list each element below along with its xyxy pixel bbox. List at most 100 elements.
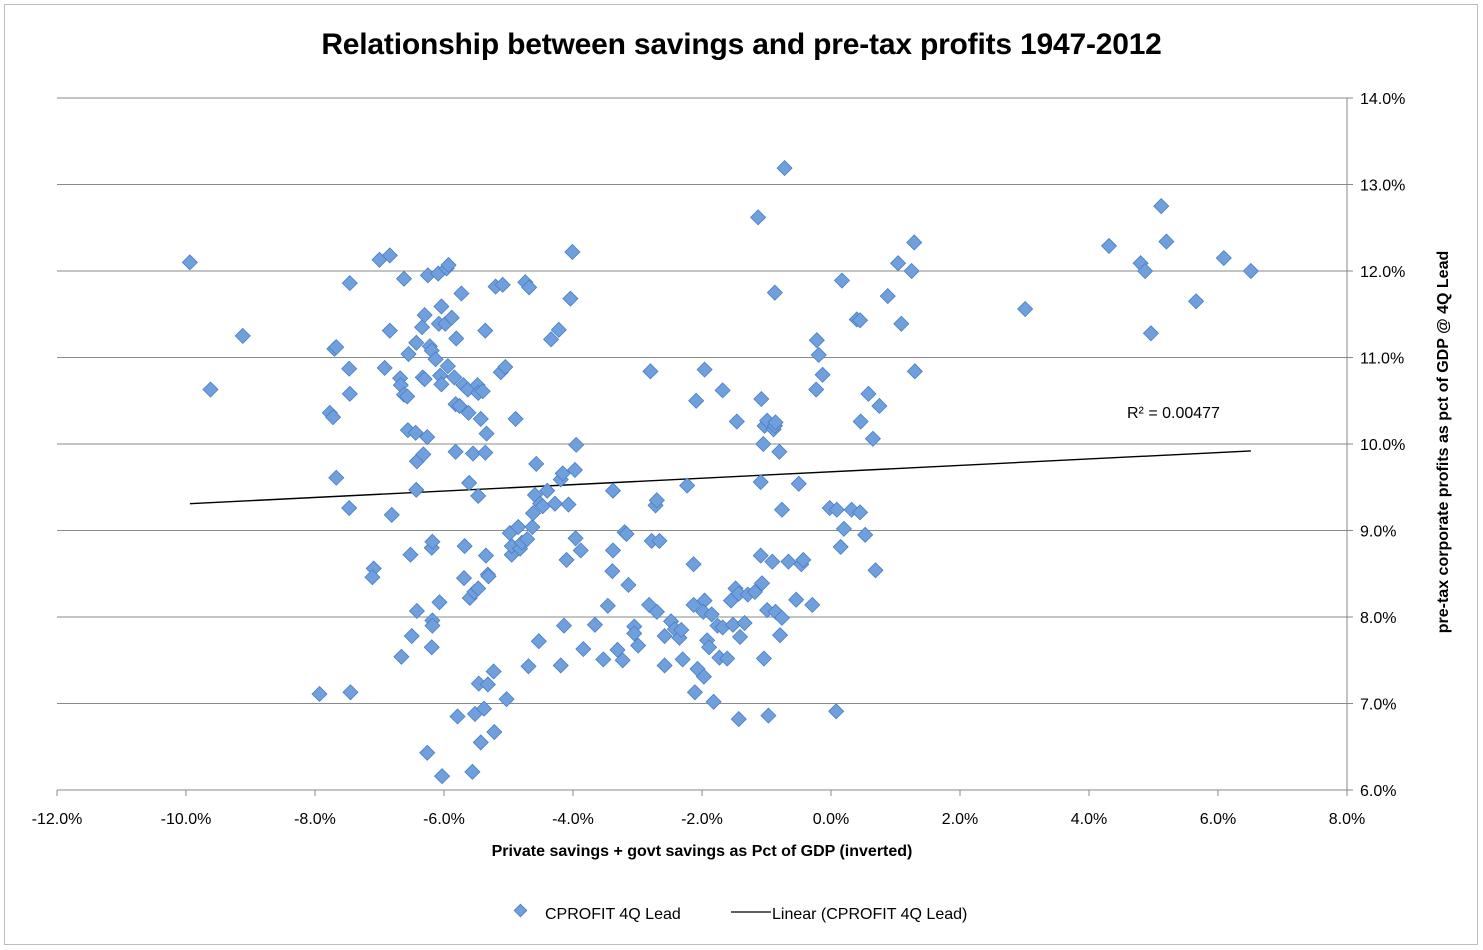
data-point [443, 309, 460, 326]
data-point [524, 505, 542, 522]
x-tick-label: 6.0% [1200, 811, 1236, 828]
data-point [760, 707, 777, 724]
data-point [696, 361, 713, 378]
data-point [614, 652, 631, 669]
data-point [464, 763, 481, 780]
data-point [906, 234, 923, 251]
legend: CPROFIT 4Q Lead Linear (CPROFIT 4Q Lead) [513, 903, 967, 923]
data-point [507, 410, 524, 427]
data-point [479, 676, 496, 693]
data-point [564, 243, 581, 261]
data-point [771, 627, 789, 644]
data-point [414, 319, 431, 336]
data-points [181, 159, 1259, 785]
data-point [776, 159, 793, 177]
data-point [341, 275, 358, 292]
data-point [755, 650, 772, 667]
y-tick-label: 8.0% [1360, 610, 1396, 627]
data-point [399, 388, 416, 405]
data-point [764, 553, 781, 570]
data-point [202, 381, 219, 398]
y-tick-label: 13.0% [1360, 178, 1405, 195]
data-point [630, 637, 647, 654]
data-point [648, 492, 665, 509]
data-point [521, 279, 538, 296]
data-point [604, 482, 622, 499]
legend-marker-scatter [513, 903, 528, 918]
data-point [395, 270, 413, 287]
data-point [656, 657, 673, 674]
data-point [510, 518, 527, 536]
x-tick-label: 0.0% [813, 811, 849, 828]
y-tick-label: 12.0% [1360, 264, 1405, 281]
data-point [595, 651, 612, 668]
data-point [642, 363, 659, 380]
data-point [455, 570, 473, 587]
data-point [560, 496, 577, 513]
data-point [835, 520, 852, 537]
data-point [519, 531, 536, 548]
data-point [795, 551, 812, 568]
trendline-group [189, 450, 1251, 505]
data-point [1153, 198, 1170, 215]
data-point [328, 469, 345, 486]
data-point [383, 506, 400, 523]
data-point [871, 397, 888, 415]
data-point [1100, 237, 1118, 254]
data-point [730, 711, 747, 728]
data-point [408, 481, 425, 498]
data-point [808, 381, 825, 398]
data-point [419, 744, 436, 761]
data-point [423, 639, 440, 656]
data-point [679, 477, 696, 494]
data-point [464, 445, 482, 462]
data-point [451, 397, 468, 415]
data-point [494, 276, 511, 293]
data-point [415, 446, 432, 463]
data-point [828, 703, 845, 720]
data-point [311, 685, 328, 703]
data-point [828, 501, 845, 518]
data-point [890, 255, 907, 272]
x-tick-label: -4.0% [552, 811, 594, 828]
data-point [424, 533, 441, 550]
data-point [788, 591, 805, 608]
data-point [456, 538, 473, 555]
data-point [755, 435, 772, 453]
data-point [480, 568, 497, 585]
data-point [470, 580, 487, 597]
data-point [555, 617, 573, 634]
data-point [599, 597, 616, 614]
chart-frame [4, 4, 1478, 945]
data-point [851, 504, 869, 521]
data-point [431, 594, 448, 611]
data-point [750, 209, 767, 226]
data-point [879, 288, 896, 305]
data-point [470, 487, 487, 504]
data-point [530, 633, 547, 650]
y-tick-label: 11.0% [1360, 351, 1404, 368]
data-point [402, 546, 419, 563]
data-point [424, 617, 441, 634]
data-point [767, 414, 784, 431]
chart-title: Relationship between savings and pre-tax… [321, 28, 1162, 61]
data-point [656, 627, 673, 645]
x-tick-label: 2.0% [942, 811, 978, 828]
data-point [833, 272, 851, 289]
data-point [539, 482, 556, 499]
y-tick-label: 6.0% [1360, 783, 1396, 800]
data-point [453, 285, 470, 302]
data-point [906, 363, 923, 380]
data-point [673, 621, 690, 639]
data-point [498, 691, 515, 708]
data-point [447, 443, 464, 460]
data-point [328, 339, 345, 356]
data-point [903, 262, 920, 280]
data-point [341, 385, 358, 402]
data-point [1017, 300, 1034, 318]
data-point [478, 425, 495, 442]
data-point [736, 614, 753, 632]
gridlines [57, 97, 1347, 704]
data-point [686, 684, 703, 701]
